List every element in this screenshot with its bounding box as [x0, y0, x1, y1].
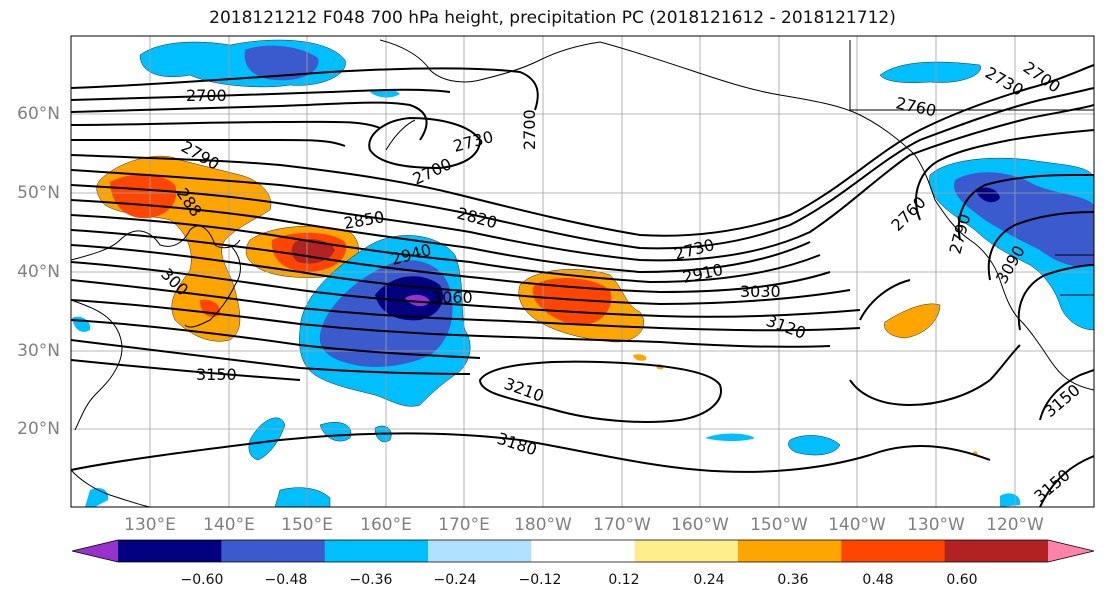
lon-label: 140°W	[828, 515, 886, 535]
lon-label: 160°W	[671, 515, 729, 535]
lat-label: 20°N	[17, 419, 60, 439]
colorbar-segment	[841, 540, 946, 562]
lat-label: 50°N	[17, 183, 60, 203]
contour-label: 3030	[740, 282, 781, 301]
colorbar-segment	[221, 540, 326, 562]
lon-label: 130°E	[124, 515, 176, 535]
lat-label: 40°N	[17, 262, 60, 282]
colorbar-tick-label: −0.12	[518, 572, 562, 588]
colorbar	[71, 539, 1095, 563]
contour-label: 3060	[432, 288, 473, 307]
colorbar-segment	[738, 540, 842, 562]
colorbar-segment	[634, 540, 739, 562]
height-contours	[71, 64, 1094, 507]
lat-label: 30°N	[17, 341, 60, 361]
contour-label: 3150	[196, 365, 237, 384]
coastlines	[71, 39, 1094, 507]
lat-label: 60°N	[17, 104, 60, 124]
lon-label: 140°E	[203, 515, 255, 535]
graticule	[71, 36, 1094, 507]
colorbar-segment	[428, 540, 532, 562]
colorbar-tick-label: 0.36	[777, 572, 809, 588]
colorbar-tick-label: −0.36	[349, 572, 393, 588]
colorbar-segment	[324, 540, 429, 562]
contour-label: 2700	[186, 86, 227, 105]
lon-label: 150°E	[281, 515, 333, 535]
colorbar-tick-label: −0.60	[180, 572, 224, 588]
lon-label: 150°W	[750, 515, 808, 535]
chart-title: 2018121212 F048 700 hPa height, precipit…	[209, 8, 896, 28]
colorbar-outline	[71, 539, 1095, 563]
colorbar-segment	[118, 540, 222, 562]
colorbar-segment	[944, 540, 1049, 562]
lon-label: 120°W	[986, 515, 1044, 535]
colorbar-extend-low	[72, 540, 118, 562]
colorbar-tick-label: 0.48	[862, 572, 894, 588]
colorbar-segment	[531, 540, 636, 562]
lon-label: 170°E	[438, 515, 490, 535]
lon-label: 160°E	[360, 515, 412, 535]
colorbar-tick-label: −0.24	[433, 572, 477, 588]
colorbar-tick-label: 0.12	[608, 572, 640, 588]
contour-label: 2700	[520, 109, 539, 150]
precip-shading	[72, 39, 1094, 507]
colorbar-tick-label: 0.60	[946, 572, 978, 588]
colorbar-extend-high	[1048, 540, 1094, 562]
colorbar-tick-label: 0.24	[693, 572, 725, 588]
lon-label: 170°W	[593, 515, 651, 535]
lon-label: 180°W	[514, 515, 572, 535]
colorbar-tick-label: −0.48	[264, 572, 308, 588]
map-frame	[70, 35, 1095, 508]
lon-label: 130°W	[907, 515, 965, 535]
